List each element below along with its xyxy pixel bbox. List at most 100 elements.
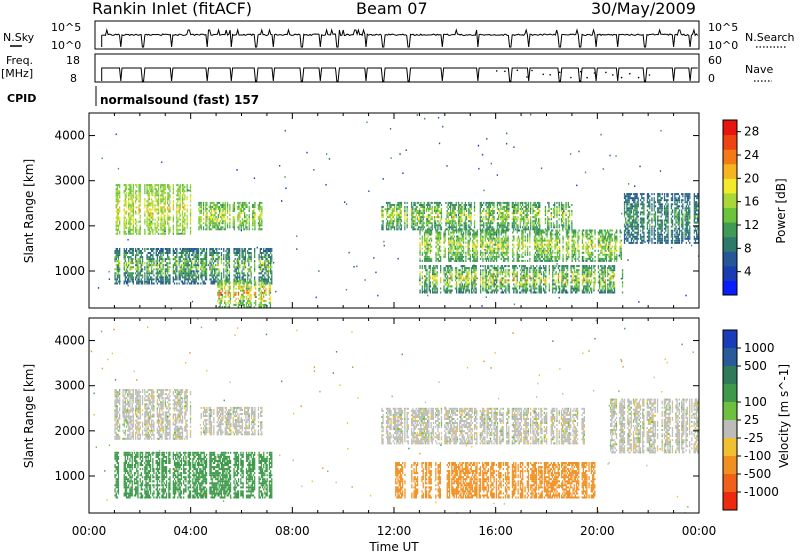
range-gate-cell: [152, 208, 154, 211]
range-gate-cell: [200, 210, 202, 212]
range-gate-cell: [397, 220, 399, 223]
range-gate-cell: [480, 237, 482, 240]
range-gate-cell: [419, 237, 421, 240]
range-gate-cell: [151, 266, 153, 269]
range-gate-cell: [457, 229, 459, 232]
range-gate-cell: [465, 255, 467, 258]
range-gate-cell: [458, 257, 460, 260]
range-gate-cell: [489, 204, 492, 206]
range-gate-cell: [238, 201, 240, 204]
range-gate-cell: [404, 220, 406, 223]
range-gate-cell: [117, 262, 120, 265]
range-gate-cell: [459, 218, 461, 221]
range-gate-cell: [448, 212, 451, 215]
range-gate-cell: [241, 293, 243, 296]
range-gate-cell: [195, 274, 197, 277]
range-gate-cell: [258, 201, 261, 204]
range-gate-cell: [476, 231, 478, 234]
range-gate-cell: [229, 220, 231, 223]
range-gate-cell: [116, 184, 118, 187]
range-gate-cell: [239, 210, 241, 212]
range-gate-cell: [390, 218, 392, 221]
range-gate-cell: [435, 235, 437, 238]
range-gate-cell: [210, 212, 213, 215]
range-gate-cell: [261, 283, 264, 286]
range-gate-cell: [239, 272, 241, 275]
range-gate-cell: [140, 268, 142, 271]
range-gate-cell: [264, 289, 266, 292]
range-gate-cell: [458, 245, 460, 248]
range-gate-cell: [244, 216, 246, 219]
range-gate-cell: [488, 259, 490, 262]
range-gate-cell: [225, 276, 227, 279]
range-gate-cell: [148, 232, 150, 235]
range-gate-cell: [480, 253, 482, 256]
range-gate-cell: [247, 301, 249, 304]
range-gate-cell: [414, 216, 416, 219]
range-gate-cell: [128, 214, 130, 217]
range-gate-cell: [419, 220, 421, 223]
range-gate-cell: [211, 270, 213, 273]
range-gate-cell: [473, 231, 475, 234]
range-gate-cell: [216, 274, 218, 277]
range-gate-cell: [147, 204, 149, 207]
range-gate-cell: [452, 253, 454, 256]
range-gate-cell: [453, 247, 455, 250]
range-gate-cell: [393, 204, 396, 206]
range-gate-cell: [454, 214, 456, 217]
range-gate-cell: [462, 231, 465, 234]
range-gate-cell: [508, 201, 510, 204]
range-gate-cell: [448, 206, 451, 208]
range-gate-cell: [539, 204, 541, 206]
range-gate-cell: [522, 218, 524, 221]
range-gate-cell: [457, 206, 460, 208]
range-gate-cell: [184, 250, 186, 252]
range-gate-cell: [249, 279, 251, 282]
range-gate-cell: [552, 208, 555, 210]
range-gate-cell: [199, 220, 201, 223]
range-gate-cell: [169, 250, 171, 252]
range-gate-cell: [130, 194, 132, 197]
range-gate-cell: [162, 198, 164, 201]
range-gate-cell: [488, 257, 490, 260]
range-gate-cell: [148, 258, 150, 261]
range-gate-cell: [245, 281, 248, 284]
range-gate-cell: [461, 253, 463, 256]
range-gate-cell: [114, 278, 116, 281]
range-gate-cell: [558, 212, 560, 215]
range-gate-cell: [476, 257, 478, 260]
range-gate-cell: [263, 285, 265, 288]
range-gate-cell: [185, 258, 187, 261]
range-gate-cell: [229, 210, 231, 212]
range-gate-cell: [161, 198, 163, 201]
range-gate-cell: [481, 224, 484, 227]
range-gate-cell: [233, 293, 235, 296]
range-gate-cell: [443, 233, 445, 236]
range-gate-cell: [165, 274, 168, 277]
range-gate-cell: [464, 226, 467, 229]
range-gate-cell: [404, 228, 406, 231]
range-gate-cell: [125, 264, 128, 267]
range-gate-cell: [527, 201, 529, 204]
range-gate-cell: [536, 201, 539, 204]
range-gate-cell: [484, 233, 486, 236]
range-gate-cell: [486, 228, 488, 231]
range-gate-cell: [175, 262, 177, 265]
range-gate-cell: [246, 220, 248, 223]
range-gate-cell: [156, 264, 158, 267]
range-gate-cell: [132, 258, 134, 261]
range-gate-cell: [237, 206, 239, 208]
range-gate-cell: [233, 224, 235, 227]
range-gate-cell: [238, 206, 240, 208]
range-gate-cell: [167, 196, 169, 199]
range-gate-cell: [502, 226, 504, 229]
range-gate-cell: [255, 299, 257, 302]
range-gate-cell: [565, 228, 567, 231]
range-gate-cell: [568, 206, 571, 208]
range-gate-cell: [125, 200, 128, 203]
range-gate-cell: [414, 220, 416, 223]
range-gate-cell: [184, 228, 186, 231]
range-gate-cell: [129, 250, 131, 252]
range-gate-cell: [242, 204, 245, 206]
range-gate-cell: [144, 272, 146, 275]
